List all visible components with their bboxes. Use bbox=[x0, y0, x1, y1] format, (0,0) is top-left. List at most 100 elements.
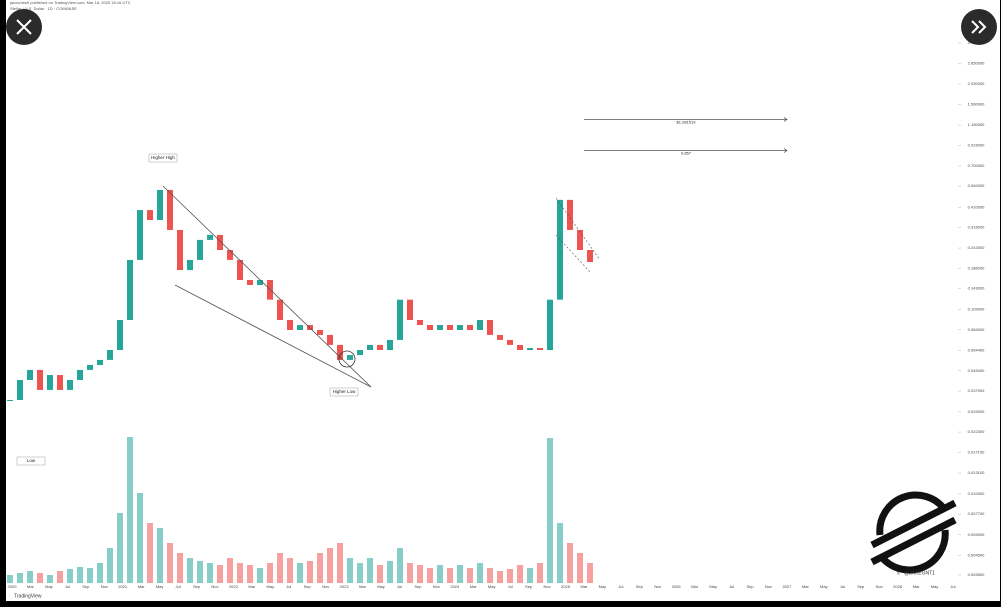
volume-bar bbox=[27, 571, 33, 583]
y-tick-label: 0.005900 bbox=[968, 532, 985, 537]
y-tick-label: 1.190000 bbox=[968, 122, 985, 127]
candle bbox=[487, 319, 493, 335]
next-icon[interactable] bbox=[971, 20, 987, 34]
candle bbox=[177, 229, 183, 271]
x-tick-label: Jul bbox=[729, 584, 734, 589]
chart-image bbox=[6, 0, 1000, 601]
x-tick-label: Nov bbox=[433, 584, 440, 589]
volume-bar bbox=[327, 548, 333, 583]
y-tick-label: 0.004500 bbox=[968, 553, 985, 558]
x-logo: 𝕏 bbox=[896, 570, 900, 576]
volume-bar bbox=[357, 563, 363, 583]
x-tick-label: Sep bbox=[193, 584, 201, 589]
x-tick-label: Jul bbox=[397, 584, 402, 589]
x-tick-label: May bbox=[820, 584, 828, 589]
volume-bar bbox=[577, 553, 583, 583]
wedge-upper bbox=[162, 185, 372, 388]
y-tick-label: 0.186000 bbox=[968, 265, 985, 270]
y-tick-label: 0.316000 bbox=[968, 225, 985, 230]
candle bbox=[107, 349, 113, 360]
volume-bar bbox=[217, 565, 223, 583]
volume-bar bbox=[197, 561, 203, 583]
x-tick-label: Jul bbox=[950, 584, 955, 589]
y-tick-label: 0.143000 bbox=[968, 286, 985, 291]
x-tick-label: 2023 bbox=[340, 584, 350, 589]
x-tick-label: 2027 bbox=[782, 584, 792, 589]
candle bbox=[427, 325, 433, 331]
close-icon[interactable] bbox=[16, 19, 32, 35]
candle bbox=[497, 334, 503, 340]
candle bbox=[377, 344, 383, 350]
level-arrow bbox=[783, 117, 788, 122]
y-tick-label: 0.037900 bbox=[968, 388, 985, 393]
x-tick-label: Jul bbox=[508, 584, 513, 589]
volume-bar bbox=[377, 565, 383, 583]
volume-bar bbox=[407, 563, 413, 583]
y-tick-label: 0.022300 bbox=[968, 429, 985, 434]
candle bbox=[7, 399, 13, 401]
candle bbox=[347, 355, 353, 360]
volume-bar bbox=[397, 548, 403, 583]
volume-bar bbox=[187, 558, 193, 583]
candle bbox=[167, 189, 173, 230]
close-button[interactable] bbox=[6, 9, 42, 45]
candle bbox=[437, 325, 443, 331]
x-tick-label: Sep bbox=[525, 584, 533, 589]
volume-bar bbox=[37, 573, 43, 583]
x-tick-label: Nov bbox=[211, 584, 218, 589]
candle bbox=[337, 344, 343, 360]
candle bbox=[297, 325, 303, 331]
publisher: jacocmbelt published on TradingView.com,… bbox=[9, 0, 131, 5]
volume-bar bbox=[147, 523, 153, 583]
volume-bar bbox=[77, 567, 83, 583]
volume-bar bbox=[417, 565, 423, 583]
candle bbox=[327, 334, 333, 345]
volume-bar bbox=[277, 553, 283, 583]
candle bbox=[147, 210, 153, 221]
volume-bar bbox=[587, 563, 593, 583]
annotation: Higher Low bbox=[333, 389, 357, 394]
breakout-circle bbox=[338, 350, 356, 368]
candle bbox=[67, 379, 73, 390]
candle bbox=[157, 189, 163, 221]
y-tick-label: 0.010000 bbox=[968, 491, 985, 496]
candle bbox=[557, 199, 563, 300]
volume-bar bbox=[427, 568, 433, 583]
x-tick-label: May bbox=[931, 584, 939, 589]
candle bbox=[477, 319, 483, 331]
volume-bar bbox=[447, 568, 453, 583]
x-tick-label: Nov bbox=[543, 584, 550, 589]
candle bbox=[17, 379, 23, 400]
y-tick-label: 0.013100 bbox=[968, 470, 985, 475]
stellar-logo bbox=[870, 491, 957, 574]
annotation: Low bbox=[27, 458, 36, 463]
candle bbox=[77, 369, 83, 380]
volume-bar bbox=[537, 563, 543, 583]
candle bbox=[447, 325, 453, 331]
x-tick-label: May bbox=[45, 584, 53, 589]
candle bbox=[547, 299, 553, 350]
volume-bar bbox=[167, 543, 173, 583]
next-button[interactable] bbox=[961, 9, 997, 45]
volume-bar bbox=[557, 523, 563, 583]
candle bbox=[507, 339, 513, 345]
annotation: Higher High bbox=[151, 155, 175, 160]
volume-bar bbox=[137, 493, 143, 583]
candle bbox=[137, 210, 143, 260]
wedge-lower bbox=[174, 284, 372, 388]
volume-bar bbox=[247, 565, 253, 583]
x-tick-label: Mar bbox=[802, 584, 810, 589]
volume-bar bbox=[267, 563, 273, 583]
level-arrow bbox=[783, 148, 788, 153]
y-tick-label: 0.540000 bbox=[968, 183, 985, 188]
x-tick-label: Sep bbox=[82, 584, 90, 589]
x-tick-label: Nov bbox=[654, 584, 661, 589]
channel-lower bbox=[555, 234, 591, 273]
candle bbox=[237, 259, 243, 281]
level-label: $1.281519 bbox=[677, 119, 697, 124]
candle bbox=[207, 234, 213, 240]
volume-bar bbox=[117, 513, 123, 583]
candle bbox=[27, 369, 33, 380]
candle bbox=[127, 259, 133, 320]
